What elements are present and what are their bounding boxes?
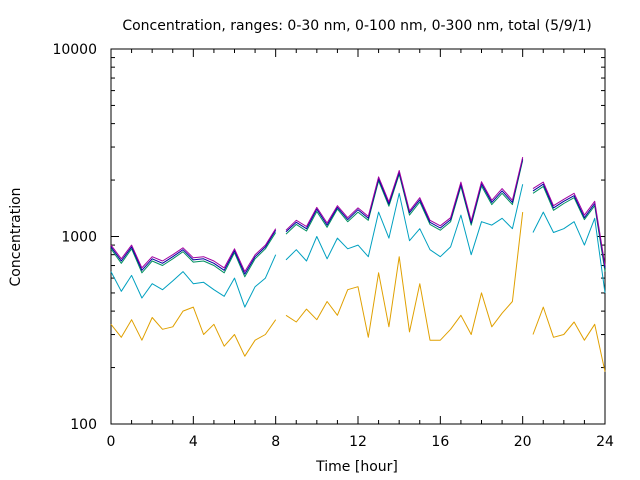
chart-title: Concentration, ranges: 0-30 nm, 0-100 nm… [122, 18, 591, 34]
series-line-3 [110, 160, 606, 278]
plot-frame [110, 48, 606, 425]
series-line-5 [110, 156, 606, 273]
x-axis: 0 4 8 12 16 20 24 [107, 49, 614, 450]
x-tick-label: 20 [514, 434, 532, 450]
x-tick-label: 12 [349, 434, 367, 450]
x-axis-label: Time [hour] [315, 459, 398, 475]
series-layer [110, 156, 606, 372]
y-tick-label: 1000 [61, 230, 97, 246]
y-axis-label: Concentration [8, 187, 24, 286]
x-tick-label: 24 [596, 434, 614, 450]
y-tick-label: 100 [70, 417, 97, 433]
x-tick-label: 0 [107, 434, 116, 450]
series-line-4 [110, 158, 606, 275]
series-line-1 [110, 212, 606, 372]
y-tick-label: 10000 [52, 42, 97, 58]
plot-area [110, 48, 606, 425]
x-tick-label: 4 [189, 434, 198, 450]
series-line-2 [110, 184, 606, 308]
y-axis: 100 1000 10000 [52, 42, 605, 433]
x-tick-label: 16 [431, 434, 449, 450]
x-tick-label: 8 [271, 434, 280, 450]
